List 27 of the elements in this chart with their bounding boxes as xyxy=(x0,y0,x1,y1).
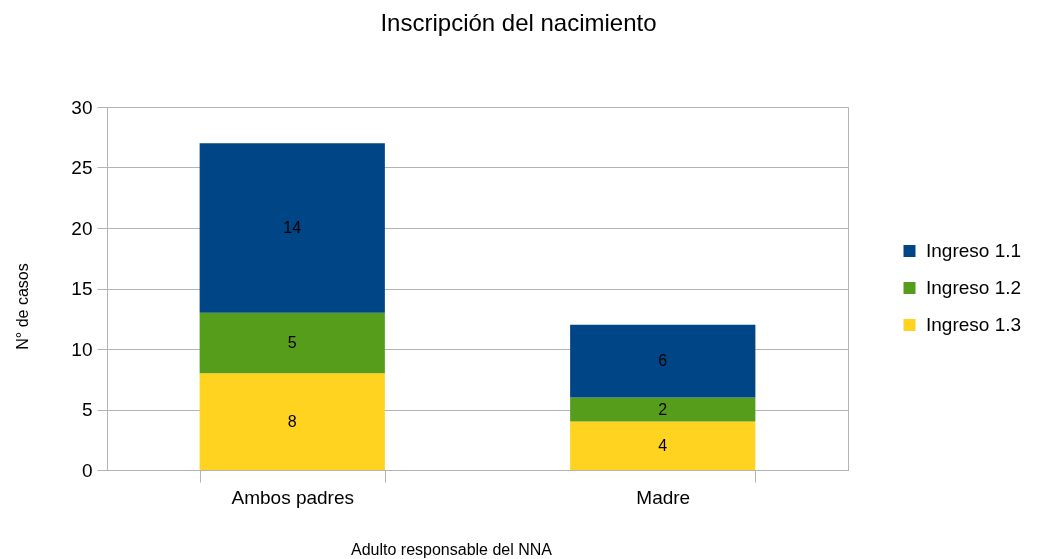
data-label: 5 xyxy=(287,333,297,351)
x-tick-label: Madre xyxy=(636,486,691,508)
chart-title: Inscripción del nacimiento xyxy=(380,9,657,36)
x-axis-title: Adulto responsable del NNA xyxy=(350,540,553,558)
data-label: 6 xyxy=(658,352,668,370)
x-tick-label: Ambos padres xyxy=(231,486,355,508)
bar xyxy=(570,397,756,422)
data-label: 14 xyxy=(283,219,302,236)
y-tick-label: 0 xyxy=(81,459,93,481)
bar xyxy=(570,324,756,398)
bar xyxy=(199,143,385,313)
y-axis-title: N° de casos xyxy=(13,263,31,350)
y-tick-label: 15 xyxy=(71,278,93,299)
y-tick-label: 25 xyxy=(71,157,93,178)
bar xyxy=(199,373,385,470)
data-label: 8 xyxy=(287,412,297,430)
legend-label: Ingreso 1.3 xyxy=(926,314,1022,335)
legend-label: Ingreso 1.2 xyxy=(926,277,1022,298)
y-tick-label: 20 xyxy=(71,217,93,239)
data-label: 4 xyxy=(658,436,668,454)
legend-label: Ingreso 1.1 xyxy=(926,240,1022,261)
bar xyxy=(570,421,756,470)
data-label: 2 xyxy=(658,400,668,418)
y-tick-label: 10 xyxy=(71,338,93,360)
y-tick-label: 5 xyxy=(81,399,93,420)
y-tick-label: 30 xyxy=(71,96,93,118)
bar xyxy=(199,312,385,374)
